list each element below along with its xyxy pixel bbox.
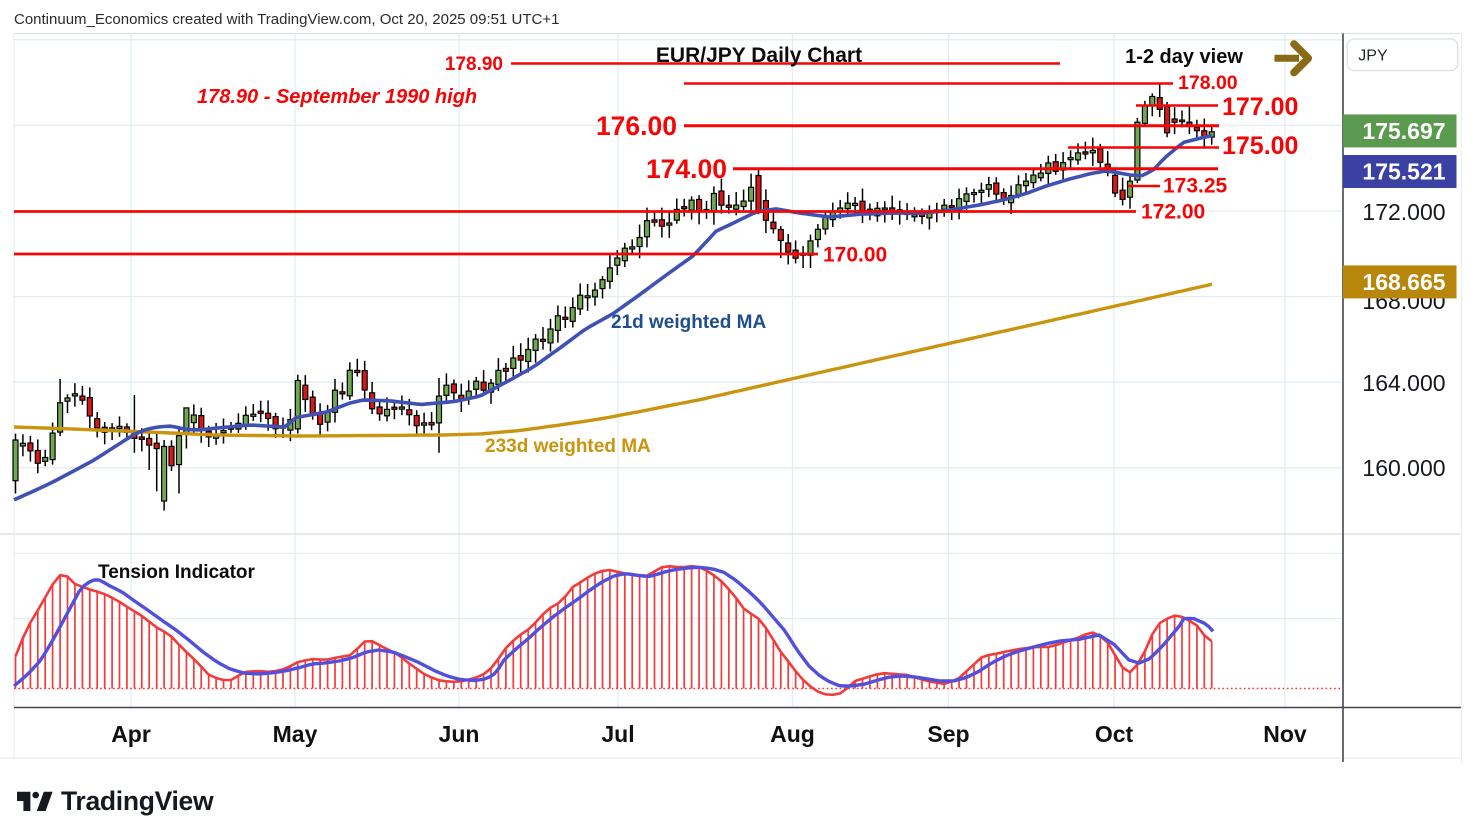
svg-text:178.00: 178.00: [1178, 72, 1238, 94]
svg-text:172.000: 172.000: [1362, 199, 1445, 225]
svg-text:May: May: [273, 721, 318, 747]
svg-text:Jul: Jul: [601, 721, 634, 747]
svg-text:175.697: 175.697: [1362, 118, 1445, 144]
svg-text:177.00: 177.00: [1222, 93, 1298, 121]
svg-text:178.90: 178.90: [445, 54, 503, 75]
svg-text:EUR/JPY Daily Chart: EUR/JPY Daily Chart: [656, 44, 862, 67]
svg-text:173.25: 173.25: [1163, 175, 1228, 198]
svg-text:176.00: 176.00: [596, 111, 677, 141]
svg-text:1-2 day view: 1-2 day view: [1125, 46, 1243, 68]
svg-text:170.00: 170.00: [823, 244, 887, 267]
svg-text:172.00: 172.00: [1141, 201, 1205, 224]
svg-text:Apr: Apr: [111, 721, 151, 747]
svg-text:233d weighted MA: 233d weighted MA: [485, 436, 651, 457]
svg-text:Sep: Sep: [927, 721, 969, 747]
svg-text:164.000: 164.000: [1362, 370, 1445, 396]
svg-text:178.90 - September 1990 high: 178.90 - September 1990 high: [197, 86, 477, 108]
svg-text:Jun: Jun: [439, 721, 480, 747]
svg-text:168.665: 168.665: [1362, 269, 1445, 295]
svg-text:175.00: 175.00: [1222, 132, 1298, 160]
svg-text:21d weighted MA: 21d weighted MA: [611, 312, 766, 333]
svg-text:Continuum_Economics created wi: Continuum_Economics created with Trading…: [14, 11, 559, 28]
svg-text:174.00: 174.00: [646, 154, 727, 184]
svg-text:160.000: 160.000: [1362, 455, 1445, 481]
svg-text:Tension Indicator: Tension Indicator: [98, 562, 256, 583]
svg-text:Aug: Aug: [770, 721, 815, 747]
svg-text:JPY: JPY: [1358, 47, 1388, 64]
svg-text:175.521: 175.521: [1362, 159, 1445, 185]
svg-text:Oct: Oct: [1095, 721, 1134, 747]
svg-text:TradingView: TradingView: [61, 786, 214, 816]
svg-text:Nov: Nov: [1263, 721, 1307, 747]
